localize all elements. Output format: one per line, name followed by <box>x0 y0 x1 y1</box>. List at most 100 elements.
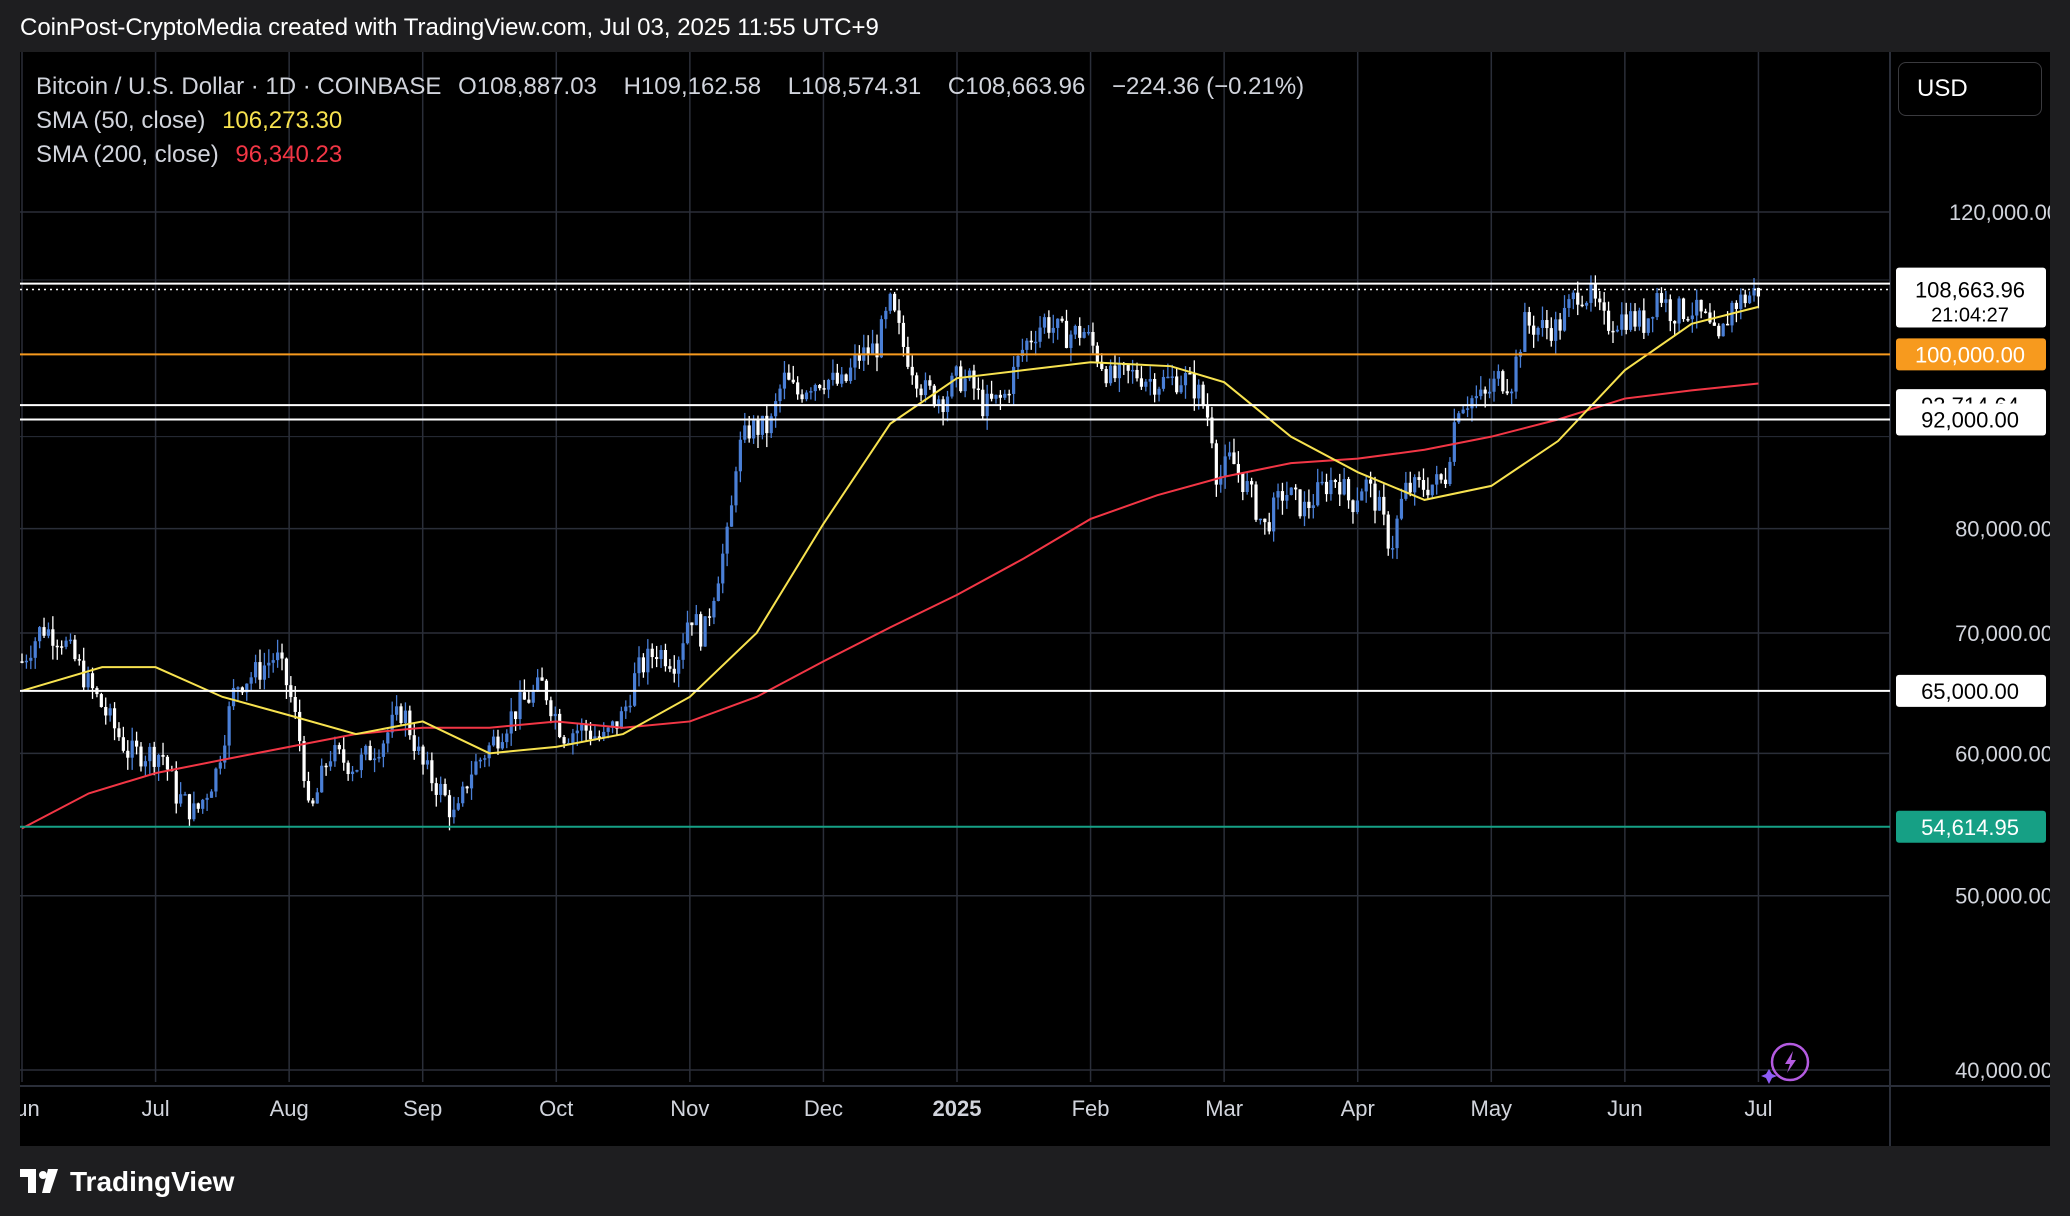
sma50-value: 106,273.30 <box>222 107 343 134</box>
candle-body <box>716 583 720 601</box>
candle-body <box>20 661 24 663</box>
candle-body <box>1047 317 1051 333</box>
candle-body <box>236 687 240 689</box>
candle-body <box>1739 294 1743 309</box>
currency-button[interactable]: USD <box>1898 62 2042 116</box>
candle-body <box>1012 366 1016 394</box>
symbol-title[interactable]: Bitcoin / U.S. Dollar · 1D · COINBASE <box>36 73 442 100</box>
candle-body <box>853 354 857 368</box>
sma200-line <box>21 382 1759 830</box>
candle-body <box>157 754 161 767</box>
chart-panel[interactable] <box>20 52 2050 1146</box>
candle-body <box>1439 474 1443 480</box>
candle-body <box>1060 318 1064 321</box>
candle-body <box>1289 487 1293 495</box>
candle-body <box>417 746 421 752</box>
candle-body <box>791 379 795 383</box>
candle-body <box>342 749 346 763</box>
candle-body <box>1681 298 1686 320</box>
sma50-row[interactable]: SMA (50, close) 106,273.30 <box>36 104 1314 138</box>
candle-body <box>1042 317 1047 328</box>
candle-body <box>1214 443 1218 485</box>
candle-body <box>1183 373 1188 386</box>
candle-body <box>1324 481 1329 495</box>
candle-body <box>1527 312 1531 326</box>
candle-body <box>998 394 1002 398</box>
candle-body <box>910 366 914 376</box>
x-tick-label: Feb <box>1072 1096 1110 1121</box>
candle-body <box>267 662 271 666</box>
candle-body <box>1108 365 1113 384</box>
candle-body <box>1620 314 1624 330</box>
candle-body <box>1690 315 1694 320</box>
candle-body <box>372 758 377 761</box>
candle-body <box>584 723 588 731</box>
candle-body <box>1686 319 1690 321</box>
candle-body <box>214 768 218 792</box>
footer-brand[interactable]: TradingView <box>20 1164 234 1200</box>
candle-body <box>840 374 844 384</box>
candle-body <box>989 393 994 399</box>
candle-body <box>355 770 359 772</box>
tradingview-logo-icon <box>20 1169 58 1193</box>
candle-body <box>209 791 214 798</box>
candle-body <box>161 754 165 757</box>
candle-body <box>1664 299 1668 303</box>
candle-body <box>1377 496 1382 511</box>
candle-body <box>469 774 474 789</box>
candle-body <box>192 803 196 820</box>
candle-body <box>901 322 906 347</box>
candle-body <box>1593 284 1597 299</box>
x-tick-label: Nov <box>670 1096 709 1121</box>
candle-body <box>1082 332 1086 338</box>
candle-body <box>610 721 615 728</box>
candle-body <box>1514 356 1518 392</box>
x-tick-label: Jul <box>142 1096 170 1121</box>
candle-body <box>628 705 632 708</box>
candle-body <box>1016 355 1020 367</box>
candle-body <box>1554 319 1558 341</box>
x-tick-label: Sep <box>403 1096 442 1121</box>
candle-body <box>756 419 760 435</box>
y-tick-label: 50,000.00 <box>1955 884 2050 909</box>
candle-body <box>262 665 266 680</box>
candle-body <box>1474 396 1478 399</box>
lightning-sparkle-icon[interactable] <box>1770 1042 1810 1082</box>
candle-body <box>1236 464 1240 474</box>
candle-body <box>1201 384 1205 406</box>
candle-body <box>1311 505 1315 509</box>
candle-body <box>403 710 408 724</box>
candle-body <box>1227 452 1232 457</box>
x-tick-label: Aug <box>270 1096 309 1121</box>
candle-body <box>782 372 787 389</box>
footer-brand-text: TradingView <box>70 1166 235 1197</box>
candle-body <box>522 692 527 700</box>
candle-body <box>447 795 452 818</box>
candle-body <box>500 742 504 749</box>
candle-body <box>412 735 416 752</box>
candle-body <box>1346 479 1351 501</box>
candle-body <box>134 740 139 747</box>
sma200-row[interactable]: SMA (200, close) 96,340.23 <box>36 138 1314 172</box>
candle-body <box>514 711 518 720</box>
candle-body <box>1038 327 1042 342</box>
candle-body <box>1294 487 1298 490</box>
candle-body <box>1655 293 1659 318</box>
level-92000-label: 92,000.00 <box>1921 408 2019 433</box>
candle-body <box>778 388 782 402</box>
candle-body <box>1399 498 1404 519</box>
candle-body <box>1316 482 1320 506</box>
candle-body <box>685 622 690 644</box>
level-54614-tag <box>1896 810 2046 843</box>
price-chart[interactable]: 120,000.00 80,000.00 70,000.00 60,000.00 50,… <box>20 52 2050 1146</box>
candle-body <box>227 706 231 746</box>
candle-body <box>474 761 478 775</box>
candle-body <box>1320 481 1324 484</box>
candle-body <box>1232 452 1236 465</box>
candle-body <box>1637 310 1642 327</box>
candle-body <box>809 391 813 393</box>
candle-body <box>747 425 751 439</box>
candle-body <box>1104 369 1108 384</box>
candle-body <box>672 668 676 674</box>
